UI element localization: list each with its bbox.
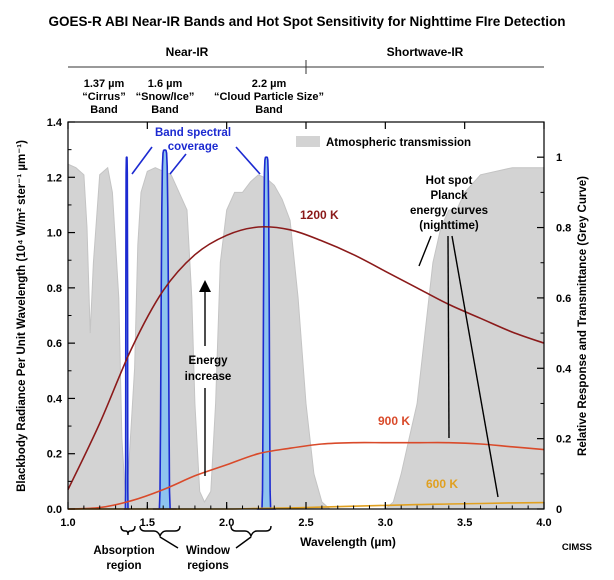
hotspot-pointer <box>418 235 432 267</box>
x-tick-label: 3.5 <box>457 517 472 529</box>
y2-tick-label: 0 <box>556 504 562 516</box>
absorption-label-line2: region <box>106 560 141 572</box>
series-label-900k: 900 K <box>378 414 410 428</box>
hotspot-annotation: Hot spot Planck energy curves (nighttime… <box>410 175 499 498</box>
y-tick-label: 0.4 <box>47 393 63 405</box>
series-line-900k <box>67 441 545 510</box>
energy-increase-line1: Energy <box>189 355 229 367</box>
window-brace <box>139 525 181 538</box>
band-coverage-pointer <box>131 146 153 175</box>
region-shortwave-ir-label: Shortwave-IR <box>387 45 464 59</box>
hotspot-pointer <box>447 235 450 439</box>
window-label-line2: regions <box>187 560 229 572</box>
region-near-ir-label: Near-IR <box>166 45 209 59</box>
hotspot-pointer <box>451 235 499 498</box>
band-label-value: 1.6 µm <box>148 78 183 90</box>
hotspot-label-line1: Hot spot <box>426 175 473 187</box>
energy-arrow-head <box>199 280 211 292</box>
window-label-line1: Window <box>186 545 230 557</box>
window-pointer <box>235 536 252 549</box>
energy-increase-line2: increase <box>185 371 232 383</box>
legend: Atmospheric transmission <box>296 136 471 149</box>
credit-label: CIMSS <box>562 542 592 553</box>
transmission-layer <box>67 163 545 510</box>
absorption-brace <box>120 525 136 536</box>
band-coverage-label-line1: Band spectral <box>155 127 231 139</box>
absorption-label-line1: Absorption <box>93 545 154 557</box>
region-braces: Absorption region Window regions <box>93 525 272 572</box>
axes: 1.0 1.5 2.0 2.5 3.0 3.5 4.0 0.0 0.2 0.4 0.6 0.8 1.0 1… <box>47 117 572 529</box>
band-label-name: “Cirrus” <box>82 91 125 103</box>
y2-tick-label: 0.6 <box>556 293 571 305</box>
y-tick-label: 1.4 <box>47 117 63 129</box>
band-labels: 1.37 µm “Cirrus” Band 1.6 µm “Snow/Ice” … <box>82 78 324 116</box>
band-label-band: Band <box>90 104 118 116</box>
x-tick-label: 1.0 <box>60 517 75 529</box>
x-tick-label: 4.0 <box>536 517 551 529</box>
y-tick-label: 0.8 <box>47 283 62 295</box>
transmission-area <box>67 163 545 510</box>
x-tick-label: 2.0 <box>219 517 234 529</box>
y2-tick-label: 0.4 <box>556 363 572 375</box>
band-label-band: Band <box>255 104 283 116</box>
y-tick-label: 1.0 <box>47 228 62 240</box>
hotspot-label-line2: Planck <box>430 190 468 202</box>
y-tick-label: 0.0 <box>47 504 62 516</box>
y2-axis-label: Relative Response and Transmittance (Gre… <box>577 176 589 456</box>
band-response-1.37 <box>123 156 130 510</box>
y2-tick-label: 1 <box>556 152 562 164</box>
band-coverage-pointer <box>235 146 261 175</box>
y-axis-label: Blackbody Radiance Per Unit Wavelength (… <box>16 140 28 492</box>
x-tick-label: 3.0 <box>378 517 393 529</box>
energy-increase-annotation: Energy increase <box>185 280 232 476</box>
region-header: Near-IR Shortwave-IR <box>68 45 544 74</box>
chart-title: GOES-R ABI Near-IR Bands and Hot Spot Se… <box>48 14 565 29</box>
window-brace <box>230 525 272 538</box>
band-label-name: “Snow/Ice” <box>136 91 195 103</box>
hotspot-label-line3: energy curves <box>410 205 488 217</box>
y2-tick-label: 0.2 <box>556 434 571 446</box>
band-coverage-annotation: Band spectral coverage <box>131 127 261 175</box>
legend-swatch-transmission <box>296 136 320 147</box>
band-label-value: 2.2 µm <box>252 78 287 90</box>
series-line-1200k <box>67 225 545 490</box>
band-coverage-pointer <box>169 153 187 175</box>
hotspot-label-line4: (nighttime) <box>419 220 479 232</box>
band-label-value: 1.37 µm <box>84 78 125 90</box>
y2-tick-label: 0.8 <box>556 223 571 235</box>
x-axis-label: Wavelength (µm) <box>300 535 396 549</box>
band-label-name: “Cloud Particle Size” <box>214 91 324 103</box>
y-tick-label: 0.2 <box>47 449 62 461</box>
band-label-band: Band <box>151 104 179 116</box>
y-tick-label: 1.2 <box>47 172 62 184</box>
series-label-600k: 600 K <box>426 477 458 491</box>
x-tick-label: 2.5 <box>298 517 313 529</box>
y-tick-label: 0.6 <box>47 338 62 350</box>
band-coverage-label-line2: coverage <box>168 141 219 153</box>
legend-label-transmission: Atmospheric transmission <box>326 137 471 149</box>
series-label-1200k: 1200 K <box>300 208 339 222</box>
x-tick-label: 1.5 <box>140 517 155 529</box>
window-pointer <box>159 536 179 549</box>
